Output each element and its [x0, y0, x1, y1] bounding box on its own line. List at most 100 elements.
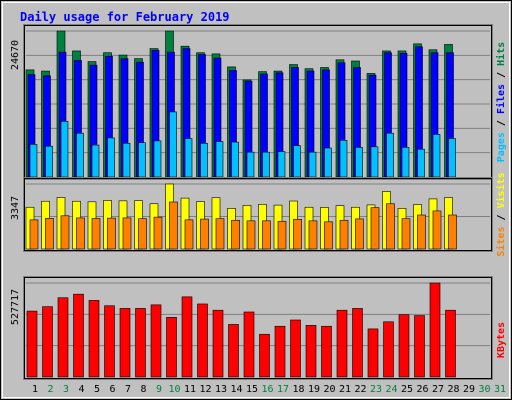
panel-frame-inner: [24, 277, 492, 379]
chart-title: Daily usage for February 2019: [20, 10, 230, 24]
bar-sites-day-5: [91, 218, 101, 250]
bar-sites-day-26: [417, 214, 426, 250]
legend-entry: Files: [495, 84, 507, 114]
day-label-1: 1: [32, 384, 38, 395]
legend: Sites / Visits: [495, 172, 507, 256]
day-label-6: 6: [109, 384, 115, 395]
bar-pages-day-28: [448, 138, 456, 178]
bar-pages-day-7: [122, 142, 131, 178]
bar-pages-day-21: [339, 140, 348, 178]
bar-kbytes-day-23: [367, 328, 379, 378]
day-label-2: 2: [47, 384, 53, 395]
bar-sites-day-3: [60, 215, 70, 250]
day-label-31: 31: [494, 384, 506, 395]
chart-panels: 24670 Pages / Files / Hits 3347 Sites / Vis…: [10, 24, 507, 380]
bar-sites-day-16: [262, 220, 271, 250]
day-label-8: 8: [140, 384, 146, 395]
bar-kbytes-day-26: [414, 315, 425, 378]
bar-sites-day-8: [138, 218, 147, 250]
day-label-29: 29: [463, 384, 475, 395]
day-label-23: 23: [370, 384, 382, 395]
bar-sites-day-4: [76, 217, 85, 250]
day-label-25: 25: [401, 384, 413, 395]
bar-sites-day-14: [231, 219, 240, 250]
bar-pages-day-22: [355, 147, 363, 178]
bar-sites-day-1: [29, 219, 39, 250]
legend: KBytes: [496, 322, 507, 358]
bar-kbytes-day-22: [352, 308, 363, 378]
bar-pages-day-2: [45, 145, 53, 178]
legend: Pages / Files / Hits: [495, 42, 507, 162]
day-label-20: 20: [323, 384, 335, 395]
bar-pages-day-1: [29, 144, 38, 178]
day-label-11: 11: [184, 384, 196, 395]
legend-entry: /: [496, 208, 507, 226]
bar-kbytes-day-1: [26, 310, 38, 378]
bar-kbytes-day-25: [398, 314, 410, 378]
panel-frame-inner: [24, 178, 492, 251]
bar-pages-day-12: [200, 142, 208, 178]
bar-sites-day-6: [107, 217, 116, 250]
bar-pages-day-16: [262, 151, 270, 178]
bar-pages-day-19: [308, 151, 317, 178]
bar-pages-day-18: [293, 145, 301, 178]
day-label-14: 14: [230, 384, 242, 395]
bar-pages-day-4: [76, 132, 84, 178]
bar-kbytes-day-11: [181, 296, 193, 378]
day-label-26: 26: [416, 384, 428, 395]
bar-kbytes-day-24: [383, 321, 394, 378]
bar-pages-day-23: [370, 146, 379, 178]
day-label-22: 22: [354, 384, 366, 395]
panel-kbytes: 527717 KBytes: [10, 276, 507, 380]
bar-kbytes-day-18: [290, 319, 301, 378]
day-label-16: 16: [261, 384, 273, 395]
day-label-12: 12: [199, 384, 211, 395]
panel-frame: [23, 177, 493, 252]
bar-kbytes-day-6: [104, 305, 115, 378]
bar-kbytes-day-7: [119, 308, 131, 378]
day-label-17: 17: [277, 384, 289, 395]
legend-entry: /: [496, 114, 507, 132]
bar-pages-day-25: [401, 147, 410, 178]
day-label-18: 18: [292, 384, 304, 395]
day-label-30: 30: [478, 384, 490, 395]
bar-kbytes-day-9: [150, 304, 162, 378]
bar-kbytes-day-13: [212, 309, 224, 378]
bar-kbytes-day-2: [42, 306, 53, 378]
bar-sites-day-22: [355, 218, 364, 250]
day-label-9: 9: [156, 384, 162, 395]
bar-kbytes-day-4: [73, 293, 84, 378]
bar-sites-day-20: [324, 221, 333, 250]
day-label-5: 5: [94, 384, 100, 395]
bar-sites-day-23: [370, 207, 380, 250]
legend-entry: Pages: [496, 132, 507, 162]
bar-kbytes-day-17: [274, 325, 286, 378]
bar-sites-day-27: [432, 210, 442, 250]
bar-sites-day-13: [215, 218, 225, 250]
bar-kbytes-day-14: [228, 324, 239, 378]
bar-pages-day-17: [277, 151, 286, 178]
legend-entry: /: [496, 66, 507, 84]
bar-kbytes-day-10: [166, 317, 177, 378]
bar-sites-day-18: [293, 218, 302, 250]
bar-kbytes-day-20: [321, 325, 332, 378]
day-label-28: 28: [447, 384, 459, 395]
bar-pages-day-15: [246, 151, 255, 178]
bar-sites-day-17: [277, 220, 287, 250]
bar-pages-day-5: [91, 144, 100, 178]
legend-entry: Sites: [495, 227, 507, 257]
day-label-21: 21: [339, 384, 351, 395]
bar-kbytes-day-5: [88, 300, 100, 378]
bar-kbytes-day-8: [135, 308, 146, 378]
x-axis-day-labels: 1 2 3 4 5 6 7 8 9 10 11 12 13 14 15 16 17 18 19 20 21 22 23 24 2…: [32, 384, 506, 395]
day-label-3: 3: [63, 384, 69, 395]
bar-sites-day-19: [308, 220, 318, 250]
day-label-10: 10: [168, 384, 180, 395]
bar-kbytes-day-12: [197, 303, 208, 378]
bar-sites-day-11: [184, 219, 194, 250]
bar-pages-day-11: [184, 138, 193, 178]
panel-visits-sites: 3347 Sites / Visits: [10, 172, 507, 256]
bar-pages-day-14: [231, 141, 239, 178]
